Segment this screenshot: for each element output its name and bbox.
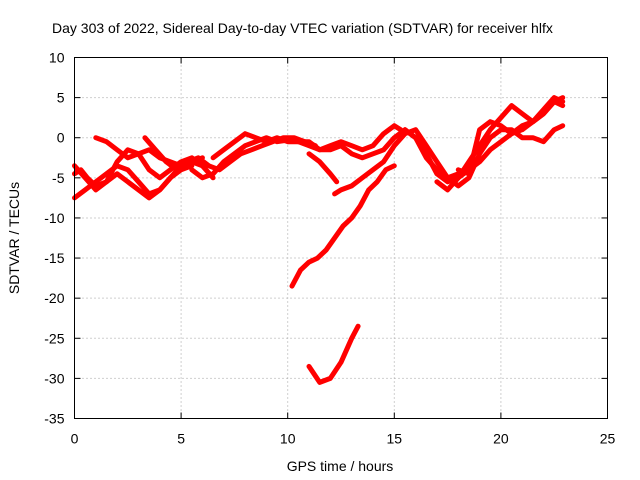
y-tick-label: -25	[44, 330, 64, 346]
y-tick-label: -10	[44, 210, 64, 226]
series-trace-k	[306, 151, 340, 185]
x-tick-label: 20	[493, 431, 509, 447]
y-tick-label: -15	[44, 250, 64, 266]
series-trace-i	[306, 323, 361, 385]
x-tick-label: 15	[387, 431, 403, 447]
y-tick-label: -35	[44, 411, 64, 427]
y-tick-label: 0	[57, 130, 65, 146]
series-trace-c	[72, 163, 195, 201]
plot-frame	[74, 57, 608, 419]
series-trace-h	[289, 163, 397, 289]
series-trace-n	[455, 95, 566, 177]
y-tick-label: 5	[57, 90, 65, 106]
series-trace-m	[434, 95, 566, 193]
y-tick-label: -30	[44, 370, 64, 386]
y-tick-label: 10	[49, 50, 65, 66]
y-tick-label: -5	[52, 170, 65, 186]
chart-title: Day 303 of 2022, Sidereal Day-to-day VTE…	[52, 20, 553, 36]
y-axis-label: SDTVAR / TECUs	[6, 182, 22, 294]
y-tick-label: -20	[44, 290, 64, 306]
x-tick-label: 25	[600, 431, 616, 447]
data-series	[72, 95, 566, 385]
x-tick-label: 0	[71, 431, 79, 447]
x-axis-label: GPS time / hours	[287, 458, 394, 474]
x-tick-label: 10	[280, 431, 296, 447]
series-trace-j	[332, 123, 566, 197]
x-tick-label: 5	[177, 431, 185, 447]
